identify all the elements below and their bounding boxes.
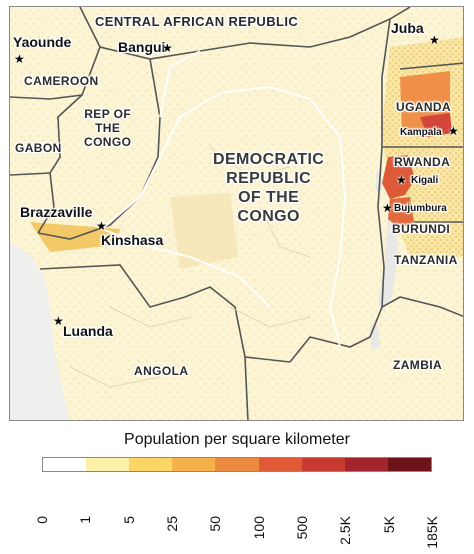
ubangi-river xyxy=(159,50,201,118)
legend-swatch xyxy=(86,458,130,471)
drainage-lines xyxy=(69,146,311,388)
kasai-density xyxy=(170,193,238,269)
legend-title: Population per square kilometer xyxy=(124,431,350,448)
legend-tick-label: 0 xyxy=(34,516,50,524)
country-label-rwanda: RWANDA xyxy=(394,155,451,169)
legend-tick-label: 5K xyxy=(380,516,397,534)
country-label-car: CENTRAL AFRICAN REPUBLIC xyxy=(95,14,299,29)
country-label-rep-congo: REP OF THE CONGO xyxy=(84,107,131,149)
star-icon: ★ xyxy=(396,173,407,187)
border-gabon-congo xyxy=(10,94,83,176)
border-drc-east xyxy=(377,18,391,308)
rivers xyxy=(101,50,346,348)
legend-swatch xyxy=(215,458,259,471)
country-label-line: CONGO xyxy=(84,135,132,149)
city-label-juba: Juba xyxy=(391,20,424,36)
country-label-burundi: BURUNDI xyxy=(392,222,451,236)
country-label-tanzania: TANZANIA xyxy=(394,253,458,267)
drainage-line xyxy=(229,306,311,328)
drainage-line xyxy=(109,306,191,328)
land-mass xyxy=(10,7,463,420)
city-label-brazzaville: Brazzaville xyxy=(20,204,93,220)
star-icon: ★ xyxy=(448,124,459,138)
country-label-line: REPUBLIC xyxy=(226,170,312,187)
star-icon: ★ xyxy=(162,41,173,55)
city-label-kampala: Kampala xyxy=(400,127,442,138)
country-label-drc: DEMOCRATIC REPUBLIC OF THE CONGO xyxy=(213,150,324,226)
city-label-yaounde: Yaounde xyxy=(13,34,72,50)
country-label-line: THE xyxy=(95,121,121,135)
population-density-map: CENTRAL AFRICAN REPUBLIC CAMEROON GABON … xyxy=(9,6,464,421)
map-figure: CENTRAL AFRICAN REPUBLIC CAMEROON GABON … xyxy=(9,6,464,549)
legend-tick-label: 100 xyxy=(250,516,267,540)
legend-swatch xyxy=(344,458,388,471)
legend-swatch xyxy=(258,458,302,471)
border-gabon-south xyxy=(37,172,55,234)
legend-tick-label: 185K xyxy=(424,516,440,549)
border-drc-angola xyxy=(39,264,291,363)
map-canvas xyxy=(10,7,463,420)
city-label-bangui: Bangui xyxy=(118,39,166,55)
border-car-south xyxy=(79,7,411,60)
country-label-line: CONGO xyxy=(237,208,300,225)
legend-swatch xyxy=(129,458,173,471)
country-label-line: OF THE xyxy=(238,189,300,206)
legend-swatch xyxy=(172,458,216,471)
congo-river xyxy=(101,86,346,348)
country-label-angola: ANGOLA xyxy=(134,364,189,378)
legend-color-bar xyxy=(42,457,432,472)
drainage-line xyxy=(69,366,161,388)
country-label-gabon: GABON xyxy=(15,141,62,155)
city-label-kigali: Kigali xyxy=(411,175,439,186)
border-drc-zambia xyxy=(289,296,463,363)
legend-tick-label: 25 xyxy=(164,516,180,532)
drainage-line xyxy=(209,146,291,178)
legend-swatch xyxy=(43,458,87,471)
legend-tick-label: 2.5K xyxy=(337,516,354,545)
country-label-line: DEMOCRATIC xyxy=(213,151,325,168)
star-icon: ★ xyxy=(53,314,64,328)
city-label-kinshasa: Kinshasa xyxy=(101,232,164,248)
legend-swatch xyxy=(387,458,431,471)
legend-tick-label: 500 xyxy=(294,516,310,540)
burundi-density xyxy=(388,197,414,229)
city-label-luanda: Luanda xyxy=(63,323,113,339)
kasai-river xyxy=(101,228,271,308)
legend-tick-label: 5 xyxy=(120,516,137,524)
country-label-uganda: UGANDA xyxy=(396,100,452,114)
country-label-cameroon: CAMEROON xyxy=(24,74,99,88)
kampala-density xyxy=(420,113,452,137)
star-icon: ★ xyxy=(429,33,440,47)
star-icon: ★ xyxy=(96,219,107,233)
legend-swatch xyxy=(301,458,345,471)
drainage-line xyxy=(259,206,311,258)
border-south-sudan-uganda xyxy=(399,62,463,70)
border-cameroon-congo xyxy=(10,46,101,100)
star-icon: ★ xyxy=(14,52,25,66)
city-label-bujumbura: Bujumbura xyxy=(394,203,447,214)
legend-tick-label: 1 xyxy=(77,516,94,524)
legend-tick-label: 50 xyxy=(207,516,224,532)
country-label-zambia: ZAMBIA xyxy=(393,358,443,372)
border-angola-zambia xyxy=(244,356,249,420)
country-label-line: REP OF xyxy=(84,107,132,121)
rwanda-density xyxy=(382,155,415,199)
star-icon: ★ xyxy=(382,201,393,215)
